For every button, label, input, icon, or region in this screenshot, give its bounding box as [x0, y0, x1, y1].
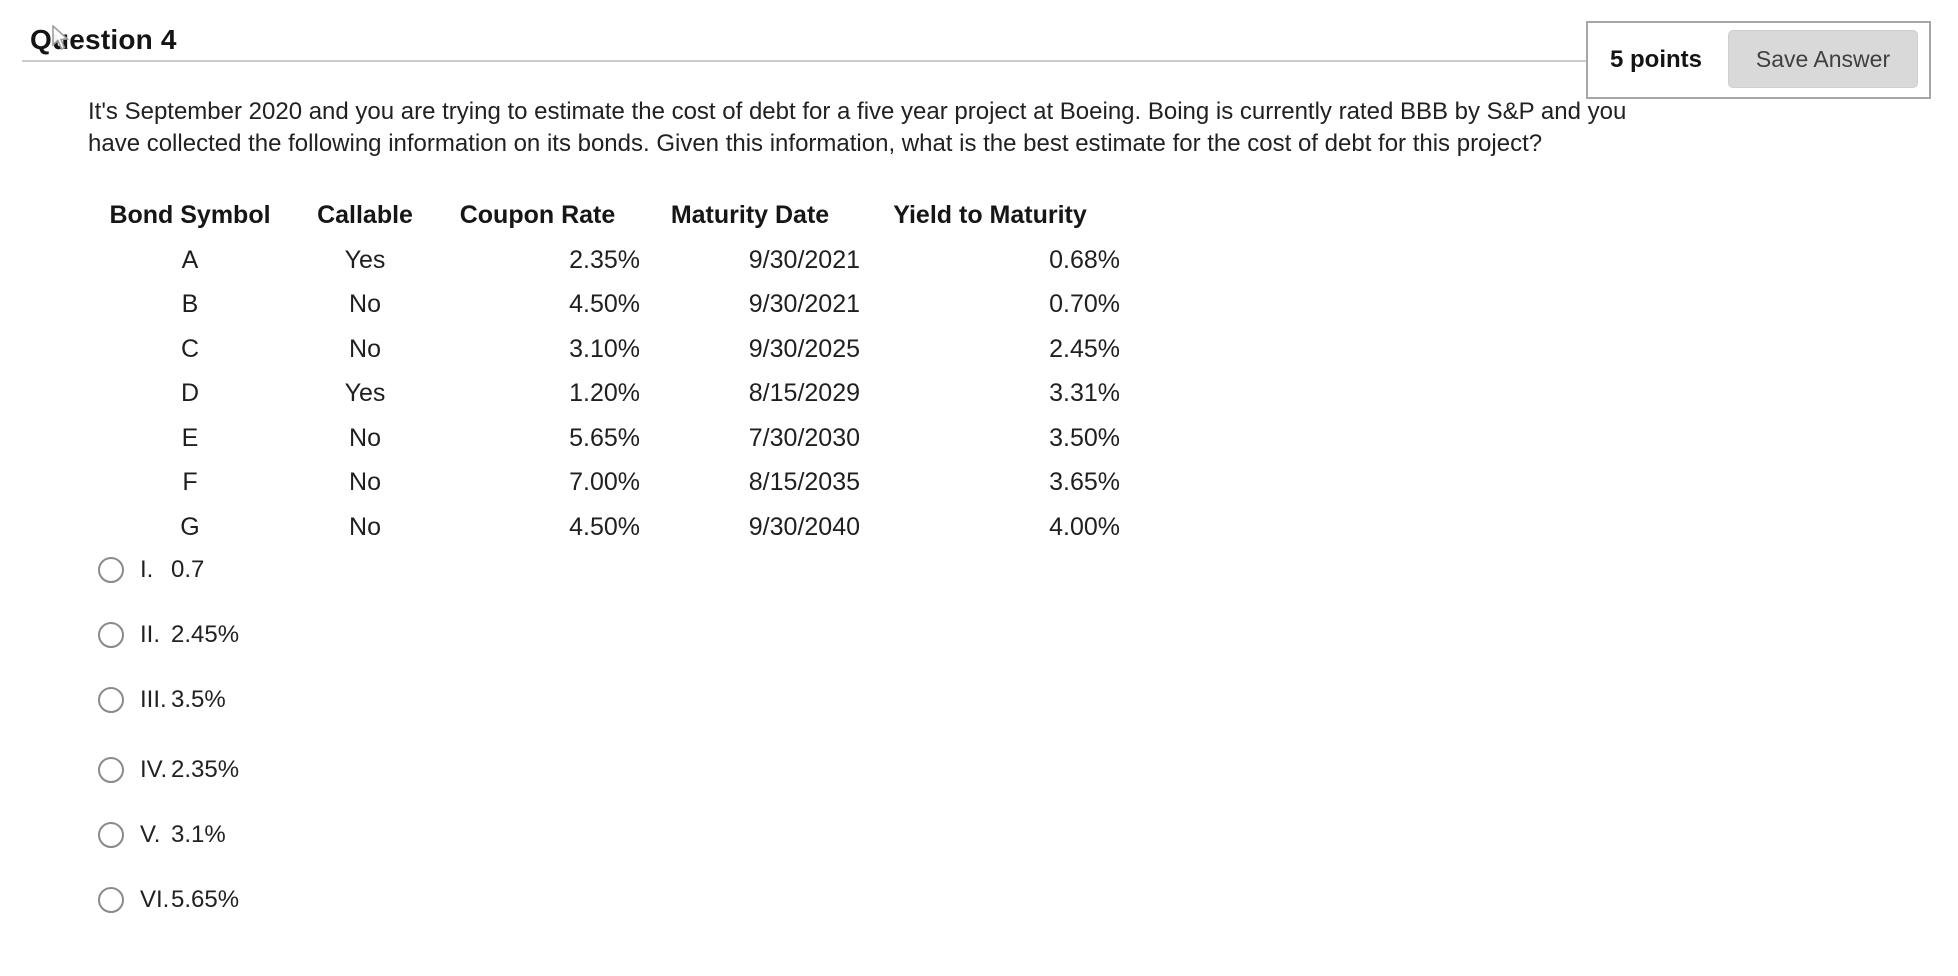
question-text-line2: have collected the following information… [88, 130, 1543, 157]
col-header-maturity-date: Maturity Date [670, 201, 830, 229]
question-title: Question 4 [30, 24, 177, 55]
cell-callable: No [349, 468, 381, 497]
bond-table: Bond Symbol Callable Coupon Rate Maturit… [85, 193, 1120, 550]
cell-maturity: 9/30/2040 [748, 512, 860, 541]
cell-coupon: 2.35% [569, 245, 640, 274]
table-row: D Yes 1.20% 8/15/2029 3.31% [85, 372, 1120, 417]
cell-symbol: B [181, 290, 199, 319]
table-row: A Yes 2.35% 9/30/2021 0.68% [85, 238, 1120, 283]
option-numeral: V. [140, 821, 161, 848]
cell-coupon: 1.20% [569, 379, 640, 408]
answer-option-5[interactable]: V. 3.1% [98, 819, 226, 851]
points-box: 5 points Save Answer [1586, 21, 1931, 99]
cell-callable: No [349, 423, 381, 452]
cell-symbol: D [180, 379, 200, 408]
radio-button-icon[interactable] [98, 757, 124, 783]
cell-maturity: 9/30/2021 [748, 290, 860, 319]
table-row: C No 3.10% 9/30/2025 2.45% [85, 327, 1120, 372]
option-value: 3.5% [171, 686, 226, 713]
answer-option-3[interactable]: III. 3.5% [98, 684, 226, 716]
cell-symbol: E [181, 423, 199, 452]
header-divider [22, 60, 1588, 62]
option-value: 2.45% [171, 621, 240, 648]
cell-symbol: C [180, 334, 200, 363]
option-value: 3.1% [171, 821, 226, 848]
option-numeral: IV. [140, 756, 168, 783]
cell-coupon: 4.50% [569, 290, 640, 319]
answer-option-4[interactable]: IV. 2.35% [98, 754, 239, 786]
radio-button-icon[interactable] [98, 687, 124, 713]
answer-option-2[interactable]: II. 2.45% [98, 619, 239, 651]
option-numeral: VI. [140, 886, 170, 913]
col-header-yield-to-maturity: Yield to Maturity [893, 201, 1087, 229]
table-row: E No 5.65% 7/30/2030 3.50% [85, 416, 1120, 461]
bond-table-header-row: Bond Symbol Callable Coupon Rate Maturit… [85, 193, 1120, 238]
option-numeral: III. [140, 686, 167, 713]
radio-button-icon[interactable] [98, 557, 124, 583]
radio-button-icon[interactable] [98, 822, 124, 848]
cell-coupon: 7.00% [569, 468, 640, 497]
option-numeral: I. [140, 556, 154, 583]
cell-callable: Yes [344, 379, 386, 408]
cell-ytm: 0.70% [1049, 290, 1120, 319]
option-value: 0.7 [171, 556, 205, 583]
col-header-callable: Callable [317, 201, 413, 229]
cell-callable: No [349, 512, 381, 541]
cell-ytm: 3.31% [1049, 379, 1120, 408]
option-value: 5.65% [171, 886, 240, 913]
option-numeral: II. [140, 621, 161, 648]
cell-ytm: 3.65% [1049, 468, 1120, 497]
cell-coupon: 3.10% [569, 334, 640, 363]
cell-coupon: 5.65% [569, 423, 640, 452]
radio-button-icon[interactable] [98, 887, 124, 913]
cell-maturity: 9/30/2025 [748, 334, 860, 363]
cell-maturity: 8/15/2029 [748, 379, 860, 408]
cell-callable: No [349, 290, 381, 319]
cell-callable: No [349, 334, 381, 363]
points-label: 5 points [1610, 46, 1703, 73]
answer-option-6[interactable]: VI. 5.65% [98, 884, 239, 916]
table-row: G No 4.50% 9/30/2040 4.00% [85, 505, 1120, 550]
cell-ytm: 2.45% [1049, 334, 1120, 363]
table-row: F No 7.00% 8/15/2035 3.65% [85, 461, 1120, 506]
cell-ytm: 0.68% [1049, 245, 1120, 274]
cell-maturity: 7/30/2030 [748, 423, 860, 452]
col-header-bond-symbol: Bond Symbol [109, 201, 271, 229]
cell-coupon: 4.50% [569, 512, 640, 541]
cell-symbol: F [182, 468, 198, 497]
cell-ytm: 3.50% [1049, 423, 1120, 452]
cell-maturity: 8/15/2035 [748, 468, 860, 497]
cell-symbol: A [181, 245, 199, 274]
save-answer-button[interactable]: Save Answer [1728, 30, 1918, 88]
col-header-coupon-rate: Coupon Rate [459, 201, 616, 229]
cell-maturity: 9/30/2021 [748, 245, 860, 274]
question-text: It's September 2020 and you are trying t… [88, 96, 1626, 160]
table-row: B No 4.50% 9/30/2021 0.70% [85, 283, 1120, 328]
radio-button-icon[interactable] [98, 622, 124, 648]
answer-option-1[interactable]: I. 0.7 [98, 554, 204, 586]
cell-symbol: G [180, 512, 200, 541]
cell-ytm: 4.00% [1049, 512, 1120, 541]
cell-callable: Yes [344, 245, 386, 274]
question-text-line1: It's September 2020 and you are trying t… [88, 98, 1627, 125]
option-value: 2.35% [171, 756, 240, 783]
